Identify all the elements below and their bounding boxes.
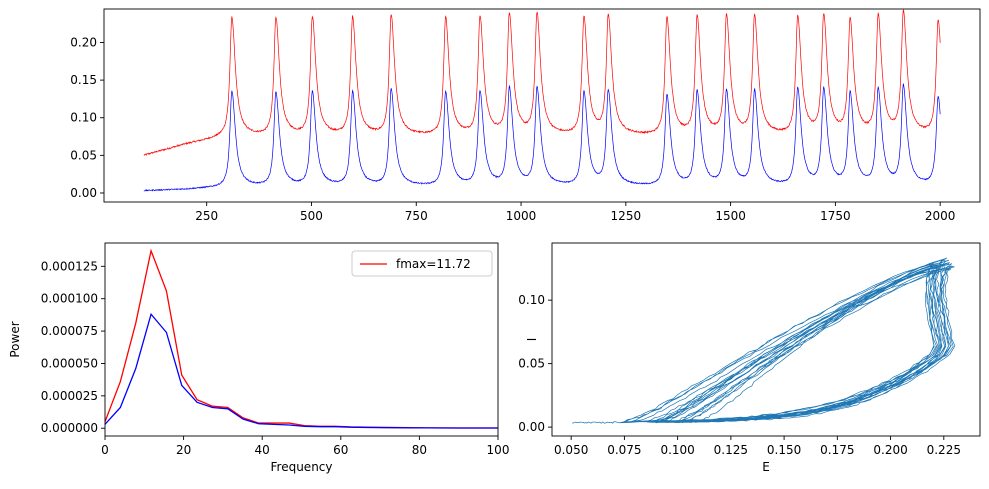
y-tick-label: 0.000000	[41, 421, 98, 435]
x-tick-label: 40	[255, 443, 270, 457]
axes-frame	[104, 242, 499, 437]
y-tick: 0.15	[70, 73, 104, 87]
x-tick-label: 1750	[820, 209, 851, 223]
legend-box	[351, 250, 493, 277]
x-tick: 2000	[925, 202, 956, 223]
x-tick: 1500	[715, 202, 746, 223]
legend-label: fmax=11.72	[396, 257, 471, 271]
y-tick-label: 0.000125	[41, 259, 98, 273]
x-tick: 750	[405, 202, 428, 223]
x-tick: 0	[101, 436, 109, 457]
x-tick-label: 20	[176, 443, 191, 457]
legend: fmax=11.72	[351, 250, 493, 277]
y-tick-label: 0.05	[70, 148, 97, 162]
x-tick-label: 0.100	[660, 443, 694, 457]
x-tick-label: 0	[101, 443, 109, 457]
y-tick: 0.000075	[41, 324, 105, 338]
time-series-panel: 250 500 750 1000 1250 1500 1750 2000 0.00 0.05 0.1…	[70, 8, 981, 223]
x-tick: 0.075	[607, 436, 642, 457]
y-tick: 0.00	[70, 186, 104, 200]
x-tick-label: 0.050	[554, 443, 588, 457]
x-tick: 100	[487, 436, 510, 457]
y-tick: 0.000100	[41, 292, 105, 306]
y-tick-label: 0.000025	[41, 389, 98, 403]
blue-spectrum-line	[105, 312, 498, 429]
x-axis-label: E	[762, 460, 770, 474]
phase-plane-panel: 0.050 0.075 0.100 0.125 0.150 0.175 0.200 0.225…	[518, 242, 981, 474]
x-tick-label: 500	[300, 209, 323, 223]
x-tick-label: 1000	[506, 209, 537, 223]
x-tick-label: 0.075	[607, 443, 641, 457]
y-tick-label: 0.00	[70, 186, 97, 200]
x-tick: 20	[176, 436, 191, 457]
x-tick-label: 60	[333, 443, 348, 457]
x-tick: 500	[300, 202, 323, 223]
x-tick: 0.200	[873, 436, 908, 457]
blue-series-line	[143, 83, 941, 192]
y-tick-label: 0.000050	[41, 356, 98, 370]
x-tick: 250	[195, 202, 218, 223]
y-tick-label: 0.00	[518, 420, 545, 434]
y-tick: 0.05	[70, 148, 104, 162]
plot-area	[105, 248, 498, 429]
y-tick: 0.000125	[41, 259, 105, 273]
y-tick-label: 0.15	[70, 73, 97, 87]
y-tick: 0.000000	[41, 421, 105, 435]
x-tick-label: 0.175	[820, 443, 854, 457]
x-tick-label: 1500	[715, 209, 746, 223]
x-tick-label: 2000	[925, 209, 956, 223]
red-series-line	[143, 9, 941, 156]
plot-area	[143, 9, 941, 192]
y-tick: 0.00	[518, 420, 552, 434]
x-tick: 0.225	[927, 436, 961, 457]
x-tick: 0.175	[820, 436, 855, 457]
x-tick-label: 250	[195, 209, 218, 223]
y-tick: 0.000050	[41, 356, 105, 370]
y-tick: 0.000025	[41, 389, 105, 403]
y-tick: 0.20	[70, 35, 104, 49]
x-tick: 1000	[506, 202, 537, 223]
x-tick: 1750	[820, 202, 851, 223]
x-tick-label: 0.150	[767, 443, 801, 457]
y-axis-label: I	[525, 338, 539, 342]
x-tick: 60	[333, 436, 348, 457]
y-axis-label: Power	[8, 321, 22, 357]
y-tick-label: 0.000100	[41, 292, 98, 306]
y-tick: 0.05	[518, 357, 552, 371]
phase-trajectory-line	[572, 257, 956, 424]
y-tick-label: 0.20	[70, 35, 97, 49]
y-tick: 0.10	[70, 111, 104, 125]
power-spectrum-panel: 0 20 40 60 80 100 0.000000 0.000025 0.000050 0.00…	[8, 242, 510, 474]
y-tick-label: 0.000075	[41, 324, 98, 338]
x-tick-label: 0.125	[714, 443, 748, 457]
x-tick: 0.050	[554, 436, 588, 457]
x-tick: 1250	[611, 202, 642, 223]
x-axis-label: Frequency	[271, 460, 333, 474]
y-tick: 0.10	[518, 293, 552, 307]
red-spectrum-line	[105, 248, 498, 429]
y-tick-label: 0.10	[518, 293, 545, 307]
axes-frame	[551, 242, 981, 437]
x-tick: 40	[255, 436, 270, 457]
plot-area	[572, 257, 956, 424]
x-tick: 0.150	[767, 436, 801, 457]
x-tick: 0.125	[714, 436, 748, 457]
y-tick-label: 0.10	[70, 111, 97, 125]
x-tick-label: 1250	[611, 209, 642, 223]
x-tick-label: 100	[487, 443, 510, 457]
x-tick-label: 80	[412, 443, 427, 457]
x-tick-label: 0.225	[927, 443, 961, 457]
x-tick-label: 750	[405, 209, 428, 223]
x-tick: 0.100	[660, 436, 695, 457]
x-tick: 80	[412, 436, 427, 457]
x-tick-label: 0.200	[873, 443, 907, 457]
y-tick-label: 0.05	[518, 357, 545, 371]
axes-frame	[103, 8, 981, 203]
